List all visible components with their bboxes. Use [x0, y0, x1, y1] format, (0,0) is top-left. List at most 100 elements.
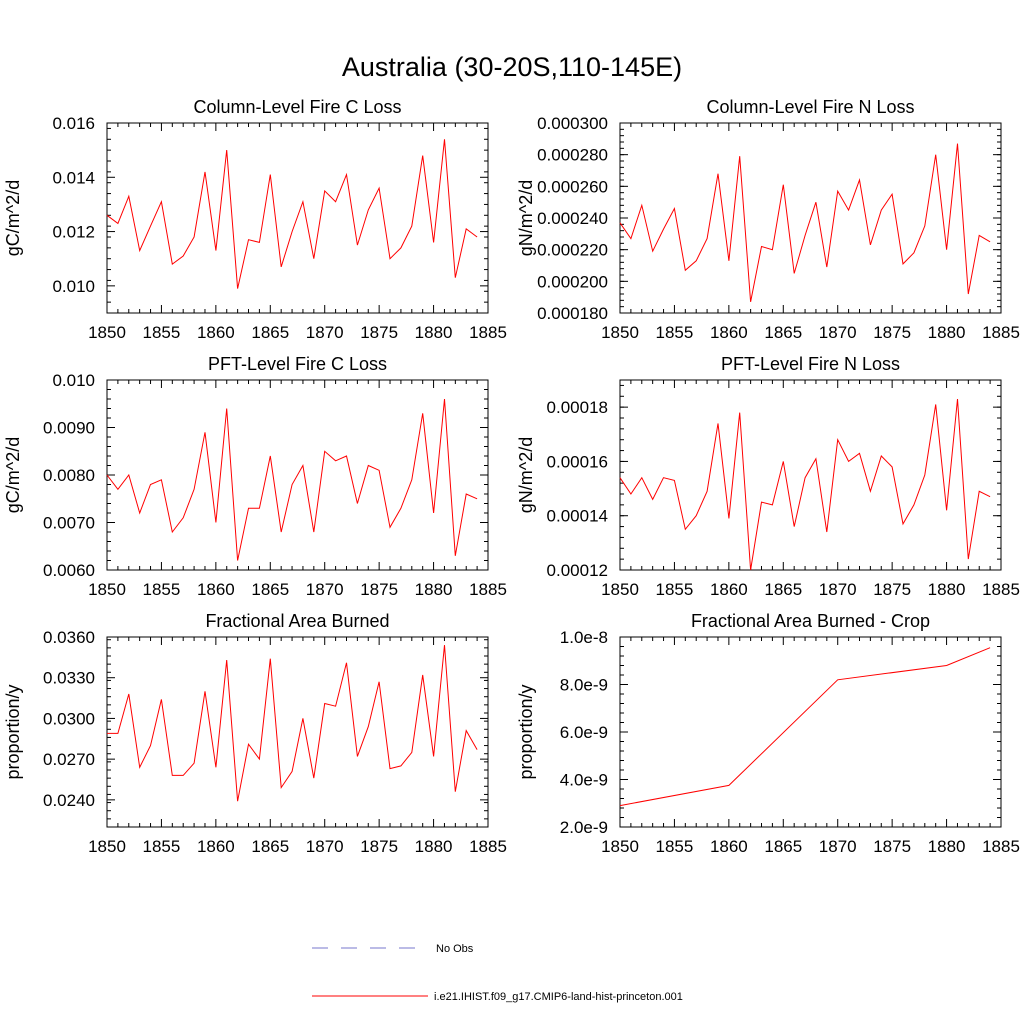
x-tick-label: 1865 [764, 837, 802, 856]
x-tick-label: 1870 [306, 323, 344, 342]
x-tick-label: 1855 [143, 580, 181, 599]
chart-panel-1: Column-Level Fire C Loss gC/m^2/d 1850 1855… [3, 97, 507, 342]
x-tick-label: 1860 [710, 837, 748, 856]
y-tick-label: 0.000300 [537, 114, 608, 133]
x-tick-label: 1885 [982, 837, 1020, 856]
x-tick-label: 1875 [873, 323, 911, 342]
x-tick-label: 1885 [982, 580, 1020, 599]
chart-panel-4: PFT-Level Fire N Loss gN/m^2/d 1850 1855 186… [516, 354, 1020, 599]
x-tick-label: 1860 [710, 323, 748, 342]
plot-frame [106, 122, 489, 314]
x-tick-label: 1875 [360, 580, 398, 599]
x-tick-label: 1880 [928, 837, 966, 856]
x-tick-label: 1865 [764, 323, 802, 342]
series-line [619, 647, 991, 807]
x-tick-label: 1870 [819, 837, 857, 856]
panel-title: Column-Level Fire N Loss [706, 97, 914, 117]
y-tick-label: 0.00018 [547, 398, 608, 417]
x-tick-label: 1885 [982, 323, 1020, 342]
y-tick-label: 1.0e-8 [560, 628, 608, 647]
y-axis-label: gC/m^2/d [3, 180, 23, 256]
x-tick-label: 1855 [656, 323, 694, 342]
y-axis-label: proportion/y [3, 684, 23, 779]
y-tick-label: 0.0070 [43, 514, 95, 533]
x-tick-label: 1870 [306, 580, 344, 599]
y-tick-label: 0.000200 [537, 272, 608, 291]
y-tick-label: 2.0e-9 [560, 818, 608, 837]
y-tick-label: 0.000280 [537, 146, 608, 165]
y-tick-label: 0.014 [52, 168, 95, 187]
legend: No Obs i.e21.IHIST.f09_g17.CMIP6-land-hi… [312, 943, 683, 1003]
y-axis-label: gN/m^2/d [516, 437, 536, 513]
y-tick-label: 8.0e-9 [560, 676, 608, 695]
x-tick-label: 1860 [197, 837, 235, 856]
y-tick-label: 0.0240 [43, 791, 95, 810]
panel-title: Fractional Area Burned - Crop [691, 611, 930, 631]
x-tick-label: 1865 [764, 580, 802, 599]
y-tick-label: 0.0080 [43, 466, 95, 485]
y-tick-label: 0.010 [52, 277, 95, 296]
x-tick-label: 1850 [88, 580, 126, 599]
y-axis-label: gC/m^2/d [3, 437, 23, 513]
legend-model-label: i.e21.IHIST.f09_g17.CMIP6-land-hist-prin… [434, 991, 683, 1003]
y-tick-label: 0.00014 [547, 507, 608, 526]
y-tick-label: 4.0e-9 [560, 771, 608, 790]
series-line [619, 398, 991, 571]
x-tick-label: 1870 [306, 837, 344, 856]
x-tick-label: 1885 [469, 837, 507, 856]
y-tick-label: 0.00016 [547, 452, 608, 471]
panel-title: Fractional Area Burned [205, 611, 389, 631]
legend-obs-label: No Obs [436, 943, 474, 955]
chart-panel-2: Column-Level Fire N Loss gN/m^2/d 1850 1855… [516, 97, 1020, 342]
series-line [106, 139, 478, 289]
x-tick-label: 1880 [928, 580, 966, 599]
y-tick-label: 0.0090 [43, 419, 95, 438]
x-tick-label: 1860 [710, 580, 748, 599]
x-tick-label: 1875 [360, 837, 398, 856]
x-tick-label: 1865 [251, 837, 289, 856]
y-tick-label: 0.000260 [537, 177, 608, 196]
panel-title: Column-Level Fire C Loss [193, 97, 401, 117]
x-tick-label: 1875 [360, 323, 398, 342]
y-tick-label: 0.012 [52, 223, 95, 242]
figure-title: Australia (30-20S,110-145E) [342, 52, 682, 82]
x-tick-label: 1850 [601, 580, 639, 599]
chart-panel-3: PFT-Level Fire C Loss gC/m^2/d 1850 1855 186… [3, 354, 507, 599]
x-tick-label: 1850 [88, 323, 126, 342]
x-tick-label: 1865 [251, 580, 289, 599]
y-axis-label: gN/m^2/d [516, 180, 536, 256]
panels-container: Column-Level Fire C Loss gC/m^2/d 1850 1855… [3, 97, 1020, 856]
x-tick-label: 1875 [873, 837, 911, 856]
x-tick-label: 1875 [873, 580, 911, 599]
y-tick-label: 0.000240 [537, 209, 608, 228]
y-tick-label: 0.000220 [537, 241, 608, 260]
x-tick-label: 1855 [143, 837, 181, 856]
plot-frame [619, 379, 1002, 571]
x-tick-label: 1855 [143, 323, 181, 342]
y-tick-label: 0.0300 [43, 709, 95, 728]
x-tick-label: 1855 [656, 837, 694, 856]
x-tick-label: 1880 [415, 323, 453, 342]
series-line [619, 143, 991, 302]
series-line [107, 645, 478, 802]
panel-title: PFT-Level Fire C Loss [208, 354, 387, 374]
x-tick-label: 1855 [656, 580, 694, 599]
plot-frame [106, 636, 489, 828]
x-tick-label: 1880 [415, 580, 453, 599]
y-axis-label: proportion/y [516, 684, 536, 779]
y-tick-label: 0.000180 [537, 304, 608, 323]
y-tick-label: 0.0330 [43, 669, 95, 688]
chart-panel-5: Fractional Area Burned proportion/y 1850 18… [3, 611, 507, 856]
chart-panel-6: Fractional Area Burned - Crop proportion/… [516, 611, 1020, 856]
y-tick-label: 0.0060 [43, 561, 95, 580]
y-tick-label: 0.0360 [43, 628, 95, 647]
x-tick-label: 1850 [88, 837, 126, 856]
x-tick-label: 1885 [469, 580, 507, 599]
x-tick-label: 1880 [415, 837, 453, 856]
series-line [106, 398, 478, 561]
y-tick-label: 0.016 [52, 114, 95, 133]
x-tick-label: 1850 [601, 323, 639, 342]
panel-title: PFT-Level Fire N Loss [721, 354, 900, 374]
y-tick-label: 0.010 [52, 371, 95, 390]
